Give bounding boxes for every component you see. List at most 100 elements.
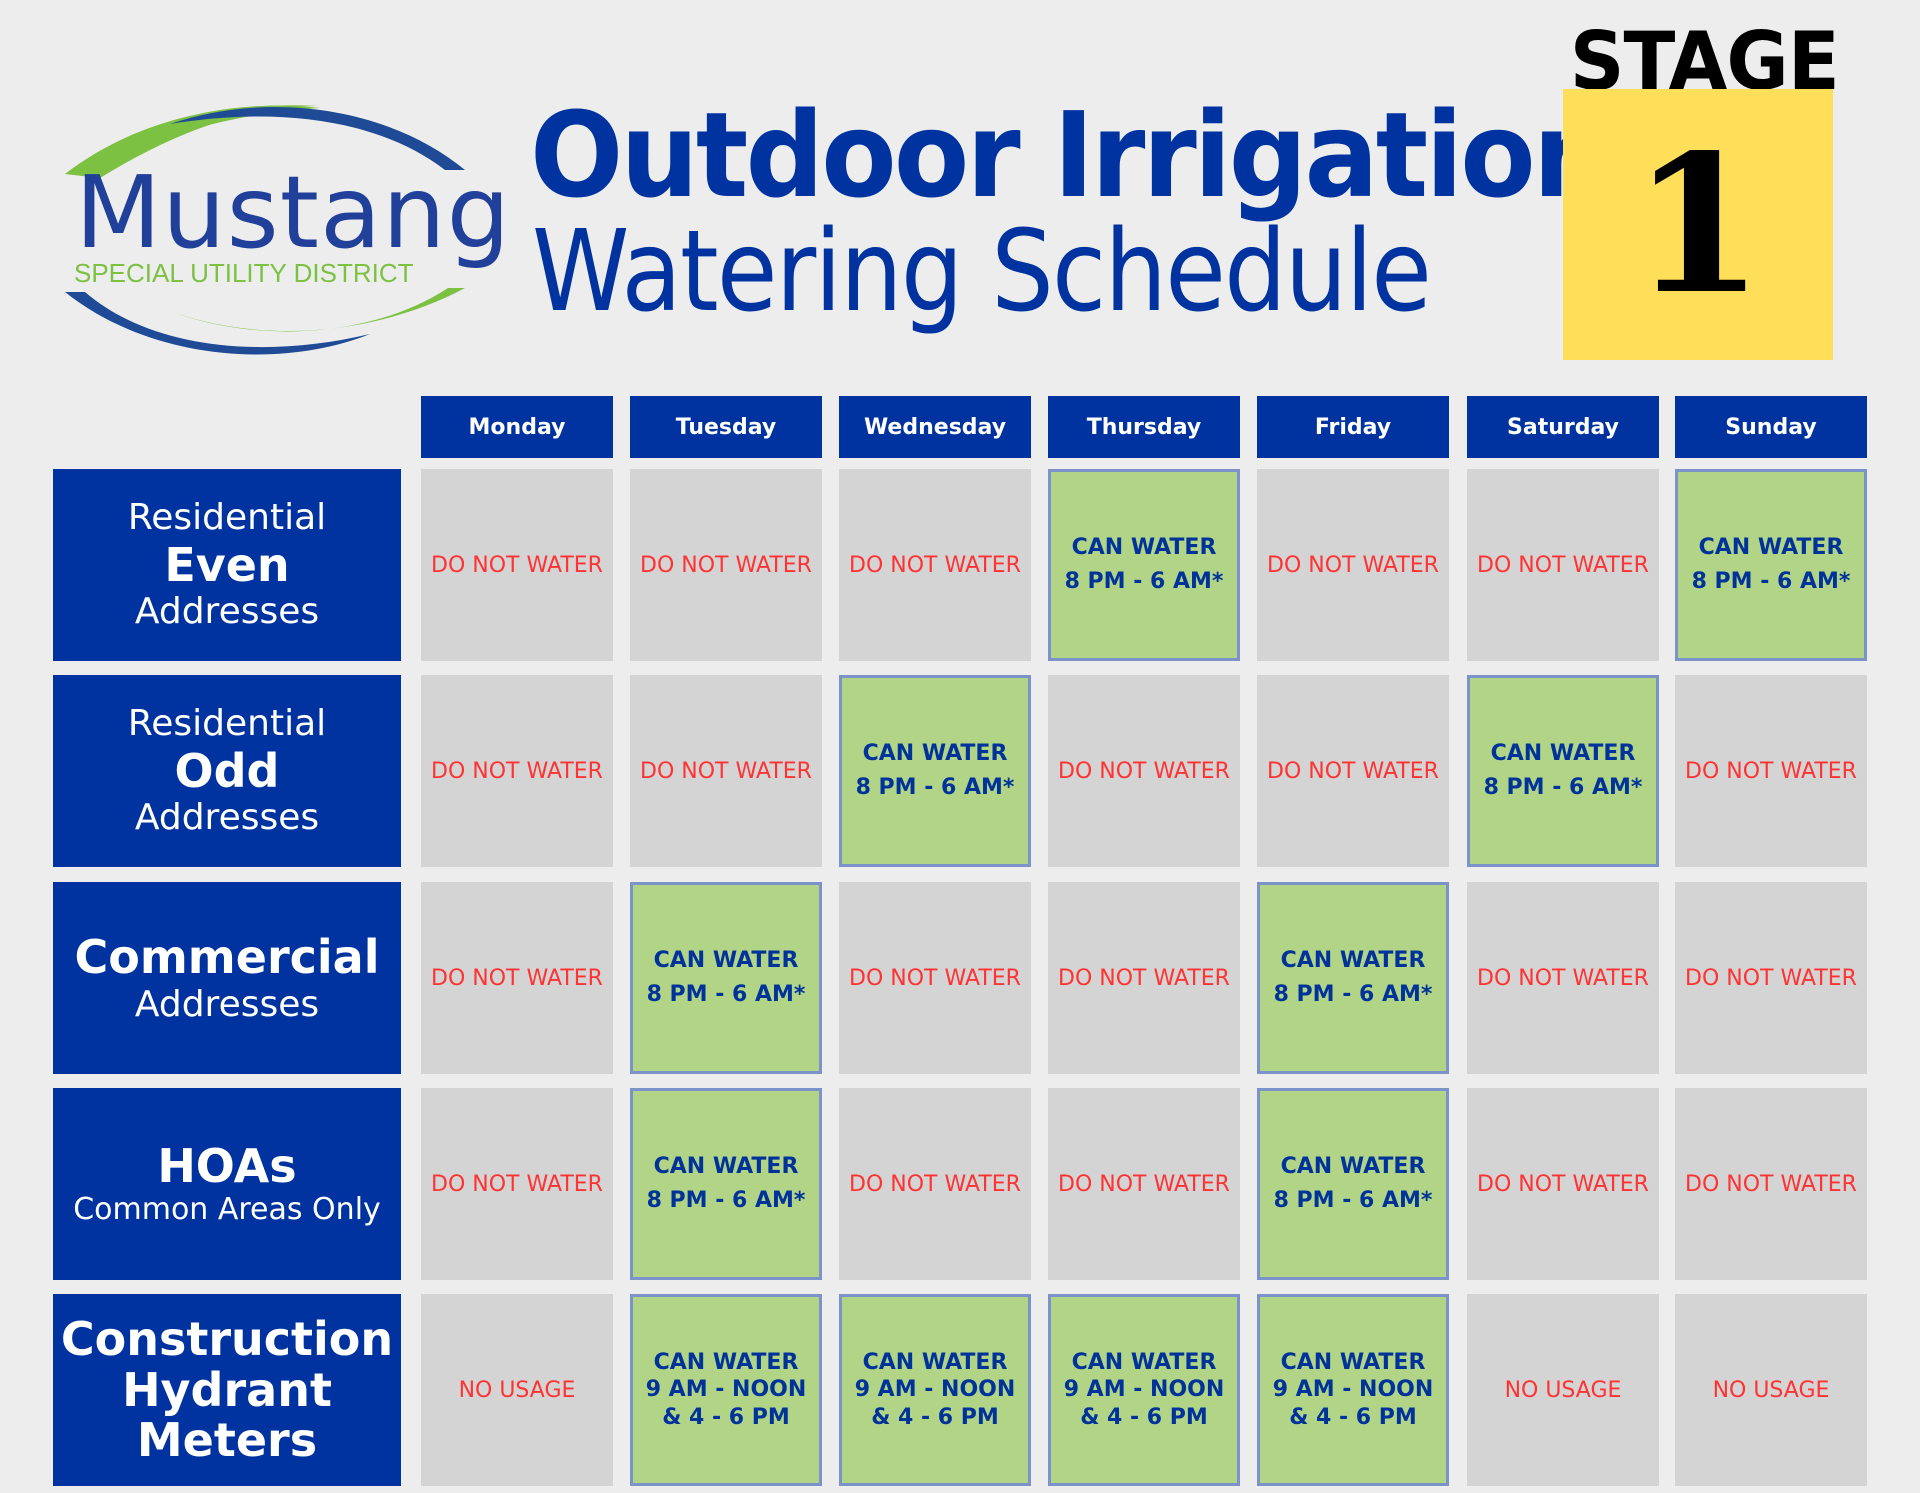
schedule-cell-text: DO NOT WATER	[431, 1171, 603, 1197]
day-header-thursday: Thursday	[1048, 396, 1240, 458]
schedule-cell-text: & 4 - 6 PM	[1289, 1404, 1417, 1430]
schedule-cell-text: 8 PM - 6 AM*	[646, 1188, 806, 1213]
schedule-cell-tuesday: CAN WATER 8 PM - 6 AM*	[630, 882, 822, 1074]
day-header-saturday: Saturday	[1467, 396, 1659, 458]
schedule-cell-text: CAN WATER	[1490, 740, 1636, 766]
mustang-logo: Mustang SPECIAL UTILITY DISTRICT	[60, 98, 510, 364]
schedule-cell-text: DO NOT WATER	[431, 758, 603, 784]
row-label-line: HOAs	[157, 1139, 297, 1194]
logo-wordmark: Mustang	[75, 154, 512, 271]
row-label-line: Common Areas Only	[73, 1192, 381, 1228]
row-label-line: Commercial	[74, 929, 380, 984]
schedule-cell-text: CAN WATER	[653, 1153, 799, 1179]
schedule-cell-text: DO NOT WATER	[1685, 758, 1857, 784]
schedule-cell-friday: CAN WATER 8 PM - 6 AM*	[1257, 1088, 1449, 1280]
row-label-line: Even	[164, 537, 290, 592]
day-header-tuesday: Tuesday	[630, 396, 822, 458]
schedule-cell-saturday: DO NOT WATER	[1467, 882, 1659, 1074]
page-title: Outdoor Irrigation	[530, 86, 1611, 224]
stage-label: STAGE	[1569, 15, 1840, 108]
schedule-cell-saturday: NO USAGE	[1467, 1294, 1659, 1486]
schedule-cell-text: 9 AM - NOON	[645, 1377, 807, 1403]
logo-ellipse-icon	[65, 105, 465, 355]
schedule-cell-text: DO NOT WATER	[431, 965, 603, 991]
schedule-cell-text: CAN WATER	[1071, 534, 1217, 560]
schedule-cell-wednesday: CAN WATER 9 AM - NOON & 4 - 6 PM	[839, 1294, 1031, 1486]
schedule-cell-text: DO NOT WATER	[1267, 758, 1439, 784]
schedule-cell-text: CAN WATER	[862, 1349, 1008, 1375]
schedule-cell-text: 8 PM - 6 AM*	[1064, 569, 1224, 594]
schedule-cell-text: DO NOT WATER	[1267, 552, 1439, 578]
schedule-cell-sunday: DO NOT WATER	[1675, 1088, 1867, 1280]
stage-number: 1	[1631, 112, 1765, 336]
schedule-cell-text: 8 PM - 6 AM*	[646, 982, 806, 1007]
schedule-cell-wednesday: DO NOT WATER	[839, 1088, 1031, 1280]
schedule-cell-thursday: DO NOT WATER	[1048, 675, 1240, 867]
schedule-cell-saturday: DO NOT WATER	[1467, 469, 1659, 661]
row-label-line: Addresses	[134, 797, 320, 839]
schedule-cell-tuesday: CAN WATER 9 AM - NOON & 4 - 6 PM	[630, 1294, 822, 1486]
schedule-cell-text: DO NOT WATER	[640, 552, 812, 578]
stage-badge: 1	[1563, 89, 1833, 360]
row-label-line: Addresses	[134, 591, 320, 633]
schedule-cell-text: 8 PM - 6 AM*	[1483, 775, 1643, 800]
schedule-cell-text: & 4 - 6 PM	[662, 1404, 790, 1430]
row-label-residential-even: Residential Even Addresses	[53, 469, 401, 661]
schedule-cell-monday: DO NOT WATER	[421, 1088, 613, 1280]
schedule-cell-text: DO NOT WATER	[849, 1171, 1021, 1197]
schedule-cell-thursday: DO NOT WATER	[1048, 1088, 1240, 1280]
schedule-cell-text: DO NOT WATER	[1477, 965, 1649, 991]
day-header-friday: Friday	[1257, 396, 1449, 458]
schedule-cell-tuesday: CAN WATER 8 PM - 6 AM*	[630, 1088, 822, 1280]
schedule-cell-tuesday: DO NOT WATER	[630, 469, 822, 661]
schedule-cell-text: DO NOT WATER	[849, 965, 1021, 991]
schedule-cell-friday: CAN WATER 8 PM - 6 AM*	[1257, 882, 1449, 1074]
page-subtitle: Watering Schedule	[532, 207, 1432, 337]
schedule-cell-wednesday: DO NOT WATER	[839, 469, 1031, 661]
schedule-cell-tuesday: DO NOT WATER	[630, 675, 822, 867]
schedule-cell-text: CAN WATER	[653, 1349, 799, 1375]
schedule-cell-text: CAN WATER	[1280, 1153, 1426, 1179]
schedule-cell-monday: DO NOT WATER	[421, 675, 613, 867]
schedule-cell-text: 8 PM - 6 AM*	[855, 775, 1015, 800]
schedule-cell-text: DO NOT WATER	[431, 552, 603, 578]
schedule-cell-text: DO NOT WATER	[1685, 965, 1857, 991]
schedule-cell-text: CAN WATER	[1280, 1349, 1426, 1375]
schedule-cell-text: CAN WATER	[1698, 534, 1844, 560]
schedule-cell-text: DO NOT WATER	[1477, 552, 1649, 578]
schedule-cell-sunday: CAN WATER 8 PM - 6 AM*	[1675, 469, 1867, 661]
schedule-cell-thursday: DO NOT WATER	[1048, 882, 1240, 1074]
row-label-line: Addresses	[134, 983, 320, 1025]
schedule-cell-friday: DO NOT WATER	[1257, 675, 1449, 867]
schedule-cell-text: & 4 - 6 PM	[1080, 1404, 1208, 1430]
schedule-cell-text: DO NOT WATER	[1058, 965, 1230, 991]
day-header-wednesday: Wednesday	[839, 396, 1031, 458]
row-label-residential-odd: Residential Odd Addresses	[53, 675, 401, 867]
schedule-cell-text: DO NOT WATER	[1477, 1171, 1649, 1197]
row-label-line: Hydrant	[122, 1362, 332, 1417]
schedule-cell-monday: DO NOT WATER	[421, 882, 613, 1074]
schedule-cell-thursday: CAN WATER 8 PM - 6 AM*	[1048, 469, 1240, 661]
schedule-cell-friday: DO NOT WATER	[1257, 469, 1449, 661]
schedule-cell-friday: CAN WATER 9 AM - NOON & 4 - 6 PM	[1257, 1294, 1449, 1486]
schedule-cell-sunday: DO NOT WATER	[1675, 882, 1867, 1074]
schedule-cell-text: DO NOT WATER	[1685, 1171, 1857, 1197]
schedule-cell-text: 8 PM - 6 AM*	[1273, 1188, 1433, 1213]
schedule-cell-text: 8 PM - 6 AM*	[1691, 569, 1851, 594]
row-label-construction: Construction Hydrant Meters	[53, 1294, 401, 1486]
day-header-sunday: Sunday	[1675, 396, 1867, 458]
schedule-cell-text: & 4 - 6 PM	[871, 1404, 999, 1430]
schedule-cell-text: 9 AM - NOON	[854, 1377, 1016, 1403]
row-label-line: Residential	[127, 497, 327, 539]
schedule-cell-text: CAN WATER	[1071, 1349, 1217, 1375]
row-label-line: Residential	[127, 703, 327, 745]
schedule-cell-wednesday: CAN WATER 8 PM - 6 AM*	[839, 675, 1031, 867]
schedule-cell-saturday: CAN WATER 8 PM - 6 AM*	[1467, 675, 1659, 867]
logo-subtitle: SPECIAL UTILITY DISTRICT	[74, 258, 414, 288]
schedule-cell-text: DO NOT WATER	[849, 552, 1021, 578]
row-label-line: Meters	[136, 1413, 318, 1468]
schedule-cell-wednesday: DO NOT WATER	[839, 882, 1031, 1074]
schedule-cell-text: NO USAGE	[458, 1377, 576, 1403]
schedule-cell-text: 9 AM - NOON	[1063, 1377, 1225, 1403]
schedule-cell-monday: DO NOT WATER	[421, 469, 613, 661]
